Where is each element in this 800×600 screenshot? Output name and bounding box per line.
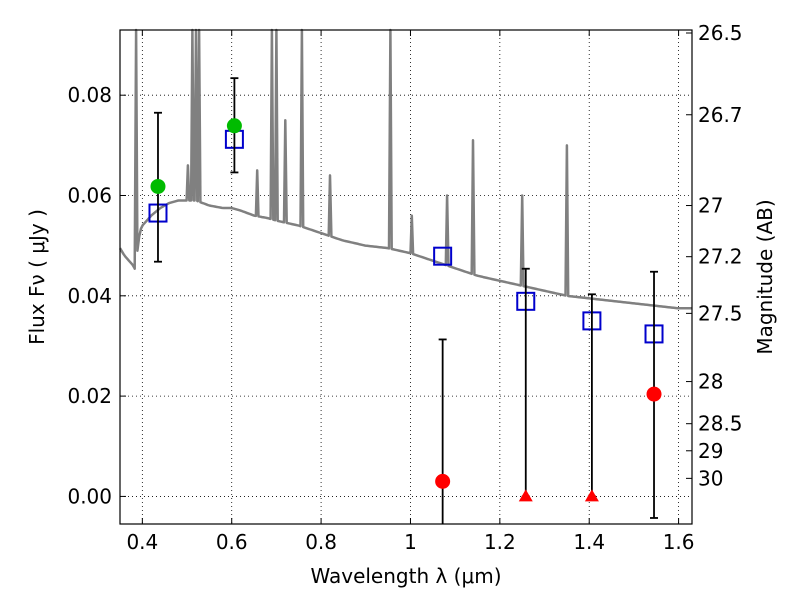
- axis-ticks: 0.4 0.6 0.8 1 1.2 1.4 1.6 0.00 0.02 0.04 0.06 0.08 2…: [67, 21, 742, 554]
- y-tick-label: 0.00: [67, 484, 112, 508]
- x-tick-label: 0.8: [305, 530, 337, 554]
- x-tick-label: 0.4: [126, 530, 158, 554]
- y-tick-label: 0.06: [67, 184, 112, 208]
- mag-tick-label: 27.5: [698, 301, 743, 325]
- plot-frame: [119, 29, 693, 525]
- observed-flux-point: [226, 118, 242, 134]
- upper-limit-triangle: [518, 489, 533, 502]
- mag-tick-label: 27: [698, 194, 723, 218]
- photometry-points: [148, 77, 664, 524]
- observed-flux-point: [150, 178, 166, 194]
- mag-tick-label: 26.5: [698, 21, 743, 45]
- y-axis-label-left: Flux Fν ( μJy ): [25, 209, 49, 345]
- grid-lines: [120, 30, 692, 524]
- mag-tick-label: 26.7: [698, 103, 743, 127]
- observed-flux-point: [646, 386, 662, 402]
- x-tick-label: 1: [404, 530, 417, 554]
- model-flux-square: [433, 246, 453, 266]
- mag-tick-label: 28: [698, 370, 723, 394]
- mag-tick-label: 28.5: [698, 412, 743, 436]
- y-tick-label: 0.08: [67, 83, 112, 107]
- x-axis-label: Wavelength λ (μm): [310, 564, 501, 588]
- x-tick-label: 1.4: [573, 530, 605, 554]
- y-tick-label: 0.04: [67, 284, 112, 308]
- x-tick-label: 0.6: [216, 530, 248, 554]
- mag-tick-label: 29: [698, 439, 723, 463]
- y-tick-label: 0.02: [67, 384, 112, 408]
- spectrum-line: [118, 28, 692, 310]
- upper-limit-triangle: [584, 489, 599, 502]
- x-tick-label: 1.6: [663, 530, 695, 554]
- observed-flux-point: [435, 473, 451, 489]
- model-spectrum: [118, 28, 692, 310]
- mag-tick-label: 27.2: [698, 245, 743, 269]
- x-tick-label: 1.2: [484, 530, 516, 554]
- mag-tick-label: 30: [698, 466, 723, 490]
- y-axis-label-right: Magnitude (AB): [753, 199, 777, 354]
